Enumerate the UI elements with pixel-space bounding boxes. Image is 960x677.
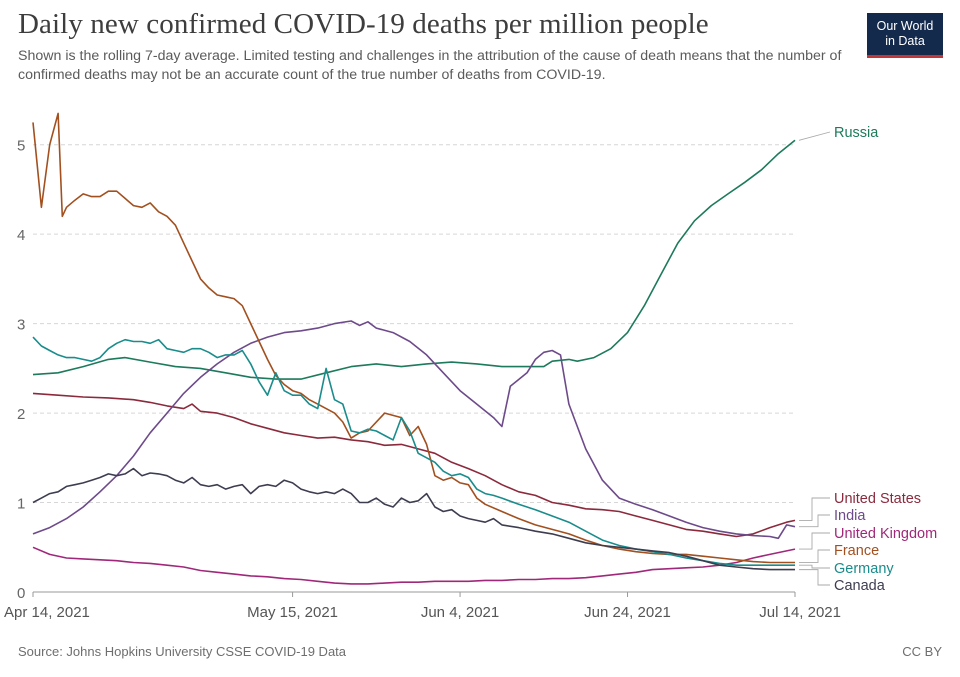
legend-label-germany: Germany	[834, 561, 894, 577]
legend-label-russia: Russia	[834, 125, 879, 141]
legend-label-united-kingdom: United Kingdom	[834, 526, 937, 542]
legend-label-united-states: United States	[834, 491, 921, 507]
y-tick-label-3: 3	[17, 317, 25, 334]
legend-connector-united-kingdom	[799, 532, 830, 550]
y-tick-label-1: 1	[17, 496, 25, 513]
chart-subtitle: Shown is the rolling 7-day average. Limi…	[18, 48, 842, 83]
y-tick-label-5: 5	[17, 138, 25, 155]
legend-connector-india	[799, 514, 830, 528]
legend-connector-united-states	[799, 497, 830, 521]
series-line-united-kingdom	[32, 546, 796, 585]
legend-connector-france	[799, 549, 830, 563]
x-tick-label-4: Jul 14, 2021	[759, 604, 841, 621]
series-line-united-states	[32, 392, 796, 538]
legend-label-india: India	[834, 508, 866, 524]
license-label[interactable]: CC BY	[902, 644, 942, 659]
x-tick-label-1: May 15, 2021	[247, 604, 338, 621]
logo-line-1: Our World	[876, 19, 934, 33]
owid-logo[interactable]: Our World in Data	[867, 13, 943, 58]
x-tick-label-2: Jun 4, 2021	[421, 604, 499, 621]
series-line-france	[32, 112, 795, 564]
legend-connector-canada	[799, 569, 830, 586]
legend-label-canada: Canada	[834, 578, 886, 594]
series-line-canada	[32, 467, 795, 571]
legend-connector-germany	[799, 564, 830, 569]
x-tick-label-0: Apr 14, 2021	[4, 604, 90, 621]
logo-line-2: in Data	[885, 34, 925, 48]
series-line-germany	[32, 336, 795, 566]
y-tick-label-4: 4	[17, 227, 25, 244]
chart-title: Daily new confirmed COVID-19 deaths per …	[18, 8, 709, 40]
x-tick-label-3: Jun 24, 2021	[584, 604, 671, 621]
series-line-india	[32, 320, 796, 540]
y-tick-label-2: 2	[17, 406, 25, 423]
legend-connector-russia	[798, 131, 831, 141]
legend-label-france: France	[834, 543, 879, 559]
series-line-russia	[32, 139, 796, 380]
source-note[interactable]: Source: Johns Hopkins University CSSE CO…	[18, 644, 347, 659]
y-tick-label-0: 0	[17, 585, 25, 602]
